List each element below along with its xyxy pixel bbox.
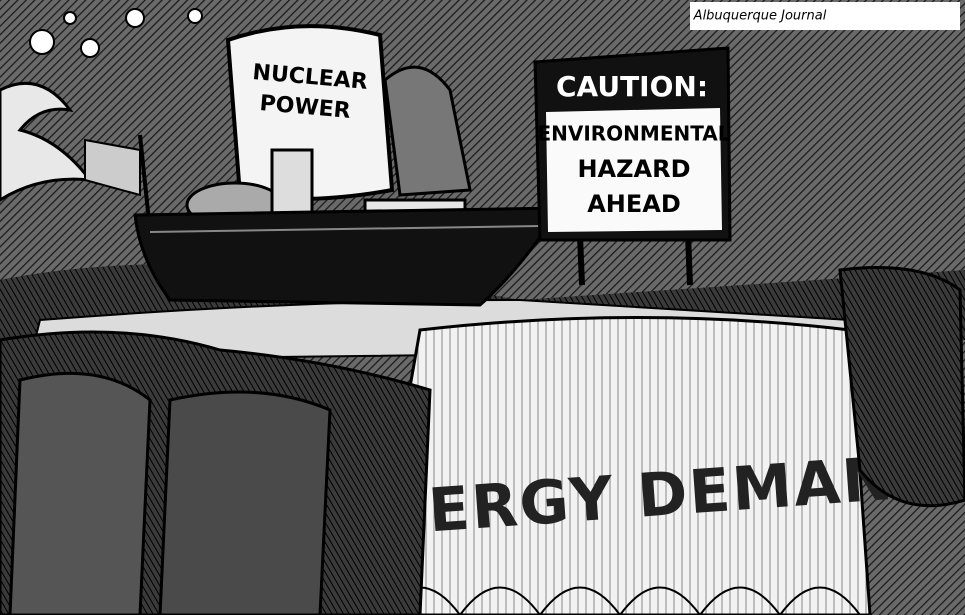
rock [10,373,150,615]
signature: Albuquerque Journal [693,9,827,24]
boat-hull [135,208,560,305]
bubble [30,30,54,54]
bubble [64,12,76,24]
sign-post [688,235,690,285]
right-cliff [840,268,965,506]
page: ENERGY DEMAND NUCLEAR POWER CAUTION: ENV… [0,0,965,615]
sign-text: AHEAD [587,190,681,218]
cartoon: ENERGY DEMAND NUCLEAR POWER CAUTION: ENV… [0,0,965,615]
sign-text: HAZARD [577,155,690,183]
sign-post [580,235,582,285]
sign-text: ENVIRONMENTAL [537,122,730,146]
bubble [188,9,202,23]
bubble [81,39,99,57]
pipe [272,150,312,220]
rock [160,392,330,615]
sign-heading: CAUTION: [556,70,708,103]
bubble [126,9,144,27]
